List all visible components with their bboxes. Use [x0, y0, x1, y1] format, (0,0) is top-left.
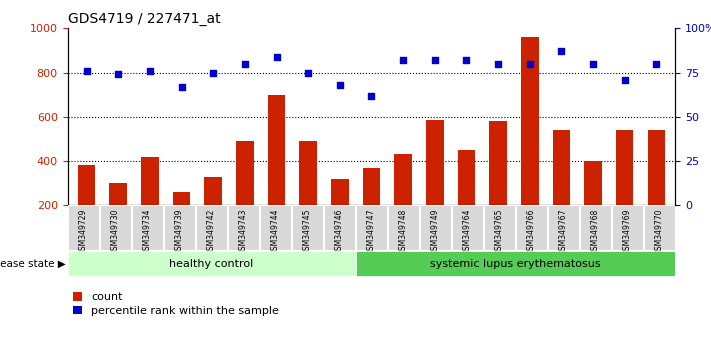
- Bar: [68, 205, 100, 250]
- Bar: [489, 121, 507, 250]
- Text: GSM349734: GSM349734: [143, 209, 152, 255]
- Point: [176, 84, 187, 90]
- Bar: [236, 141, 254, 250]
- Bar: [648, 130, 665, 250]
- Point: [239, 61, 250, 67]
- Bar: [611, 205, 643, 250]
- Bar: [132, 205, 164, 250]
- Bar: [579, 205, 611, 250]
- Bar: [260, 205, 292, 250]
- Text: GSM349766: GSM349766: [527, 209, 536, 255]
- Bar: [483, 205, 515, 250]
- Text: GSM349765: GSM349765: [495, 209, 504, 255]
- Text: GSM349739: GSM349739: [175, 209, 184, 255]
- Bar: [521, 37, 538, 250]
- Text: GSM349746: GSM349746: [335, 209, 344, 255]
- Bar: [68, 251, 355, 276]
- Point: [112, 72, 124, 77]
- Bar: [164, 205, 196, 250]
- Text: GSM349745: GSM349745: [303, 209, 312, 255]
- Point: [619, 77, 631, 82]
- Text: GSM349747: GSM349747: [367, 209, 376, 255]
- Point: [397, 57, 409, 63]
- Bar: [458, 150, 475, 250]
- Point: [302, 70, 314, 75]
- Text: GSM349742: GSM349742: [207, 209, 216, 255]
- Bar: [552, 130, 570, 250]
- Bar: [515, 205, 547, 250]
- Bar: [643, 205, 675, 250]
- Text: GSM349730: GSM349730: [111, 209, 120, 255]
- Point: [271, 54, 282, 59]
- Bar: [109, 183, 127, 250]
- Point: [144, 68, 156, 74]
- Point: [334, 82, 346, 88]
- Point: [556, 48, 567, 54]
- Bar: [395, 154, 412, 250]
- Bar: [299, 141, 317, 250]
- Bar: [77, 166, 95, 250]
- Bar: [292, 205, 324, 250]
- Text: GSM349764: GSM349764: [463, 209, 472, 255]
- Point: [524, 61, 535, 67]
- Legend: count, percentile rank within the sample: count, percentile rank within the sample: [73, 292, 279, 316]
- Bar: [100, 205, 132, 250]
- Bar: [584, 161, 602, 250]
- Text: healthy control: healthy control: [169, 259, 254, 269]
- Bar: [228, 205, 260, 250]
- Bar: [356, 205, 387, 250]
- Bar: [173, 192, 191, 250]
- Point: [208, 70, 219, 75]
- Point: [651, 61, 662, 67]
- Text: GSM349770: GSM349770: [655, 209, 664, 255]
- Bar: [205, 177, 222, 250]
- Text: GSM349769: GSM349769: [623, 209, 632, 255]
- Point: [429, 57, 441, 63]
- Point: [81, 68, 92, 74]
- Text: GSM349749: GSM349749: [431, 209, 440, 255]
- Text: GDS4719 / 227471_at: GDS4719 / 227471_at: [68, 12, 220, 26]
- Bar: [363, 168, 380, 250]
- Bar: [268, 95, 285, 250]
- Point: [461, 57, 472, 63]
- Bar: [426, 120, 444, 250]
- Text: systemic lupus erythematosus: systemic lupus erythematosus: [430, 259, 601, 269]
- Text: disease state ▶: disease state ▶: [0, 259, 66, 269]
- Bar: [324, 205, 356, 250]
- Bar: [547, 205, 579, 250]
- Bar: [616, 130, 634, 250]
- Text: GSM349767: GSM349767: [559, 209, 568, 255]
- Bar: [196, 205, 228, 250]
- Bar: [356, 251, 675, 276]
- Bar: [451, 205, 483, 250]
- Text: GSM349744: GSM349744: [271, 209, 280, 255]
- Point: [493, 61, 504, 67]
- Text: GSM349768: GSM349768: [591, 209, 600, 255]
- Bar: [419, 205, 451, 250]
- Bar: [331, 179, 348, 250]
- Bar: [387, 205, 419, 250]
- Point: [587, 61, 599, 67]
- Bar: [141, 156, 159, 250]
- Text: GSM349748: GSM349748: [399, 209, 408, 255]
- Point: [365, 93, 377, 98]
- Text: GSM349743: GSM349743: [239, 209, 248, 255]
- Text: GSM349729: GSM349729: [79, 209, 88, 255]
